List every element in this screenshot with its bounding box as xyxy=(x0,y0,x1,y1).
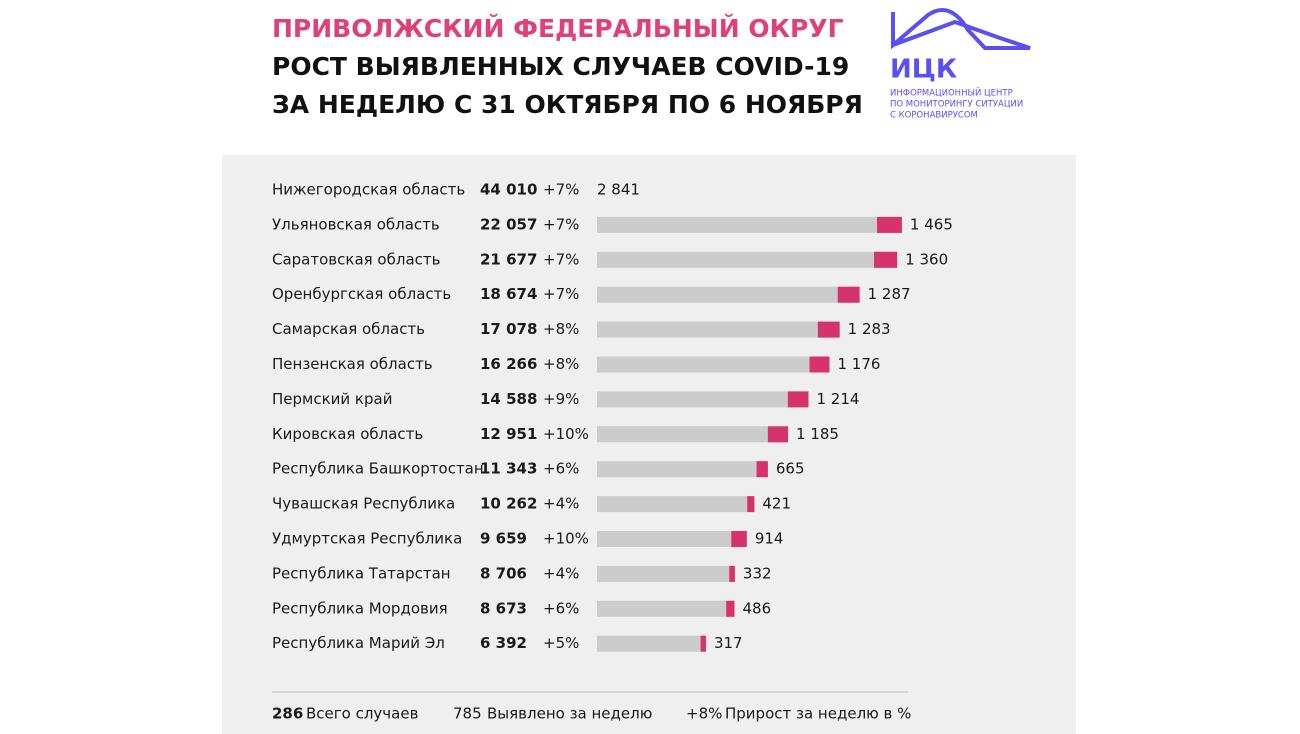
weekly-label: 2 841 xyxy=(597,181,640,199)
total-label: 16 266 xyxy=(480,355,537,373)
percent-label: +10% xyxy=(543,530,589,548)
weekly-bar xyxy=(731,531,747,547)
weekly-bar xyxy=(700,635,706,652)
chart-subtitle: ЗА НЕДЕЛЮ С 31 ОКТЯБРЯ ПО 6 НОЯБРЯ xyxy=(272,90,863,119)
weekly-label: 665 xyxy=(776,460,805,478)
percent-label: +9% xyxy=(543,390,579,408)
total-bar xyxy=(597,321,840,338)
logo-mark xyxy=(891,8,1031,50)
total-bar xyxy=(597,286,860,303)
category-label: Ульяновская область xyxy=(272,215,440,233)
total-label: 14 588 xyxy=(480,390,537,408)
weekly-label: 486 xyxy=(742,599,771,617)
total-bar xyxy=(597,391,809,408)
weekly-bar xyxy=(877,216,902,233)
weekly-label: 1 214 xyxy=(816,390,859,408)
weekly-bar xyxy=(787,391,809,408)
chart-subtitle: РОСТ ВЫЯВЛЕННЫХ СЛУЧАЕВ COVID-19 xyxy=(272,52,849,81)
total-label: 6 392 xyxy=(480,634,527,652)
weekly-label: 1 283 xyxy=(848,320,891,338)
weekly-label: 1 185 xyxy=(796,425,839,443)
percent-label: +8% xyxy=(543,355,579,373)
category-label: Республика Татарстан xyxy=(272,564,451,582)
category-label: Нижегородская область xyxy=(272,181,465,199)
legend-label: Прирост за неделю в % xyxy=(725,705,911,723)
weekly-label: 332 xyxy=(743,564,772,582)
category-label: Республика Башкортостан xyxy=(272,460,484,478)
weekly-bar xyxy=(767,426,789,443)
percent-label: +6% xyxy=(543,460,579,478)
weekly-label: 1 287 xyxy=(868,285,911,303)
logo-caption: ИНФОРМАЦИОННЫЙ ЦЕНТР xyxy=(890,87,1013,99)
weekly-bar xyxy=(809,356,830,373)
total-bar xyxy=(597,426,789,443)
total-label: 18 674 xyxy=(480,285,537,303)
category-label: Республика Мордовия xyxy=(272,599,448,617)
percent-label: +7% xyxy=(543,285,579,303)
weekly-label: 914 xyxy=(755,530,784,548)
total-bar xyxy=(597,635,706,652)
logo: ИЦК ИНФОРМАЦИОННЫЙ ЦЕНТР ПО МОНИТОРИНГУ … xyxy=(890,8,1031,121)
percent-label: +7% xyxy=(543,215,579,233)
total-bar xyxy=(597,531,747,547)
percent-label: +7% xyxy=(543,250,579,268)
weekly-label: 317 xyxy=(714,634,743,652)
total-label: 44 010 xyxy=(480,181,537,199)
category-label: Оренбургская область xyxy=(272,285,451,303)
total-label: 11 343 xyxy=(480,460,537,478)
logo-caption: ПО МОНИТОРИНГУ СИТУАЦИИ xyxy=(890,100,1023,110)
weekly-label: 1 176 xyxy=(837,355,880,373)
weekly-label: 421 xyxy=(762,495,791,513)
percent-label: +7% xyxy=(543,181,579,199)
total-label: 9 659 xyxy=(480,530,527,548)
category-label: Чувашская Республика xyxy=(272,495,455,513)
total-bar xyxy=(597,251,898,268)
total-bar xyxy=(597,461,768,478)
legend-sample: 785 xyxy=(453,705,482,723)
category-label: Саратовская область xyxy=(272,250,440,268)
weekly-bar xyxy=(817,321,840,338)
logo-name: ИЦК xyxy=(890,55,957,85)
percent-label: +6% xyxy=(543,599,579,617)
weekly-bar xyxy=(747,496,755,513)
total-bar xyxy=(597,565,735,582)
weekly-bar xyxy=(756,461,768,478)
weekly-label: 1 360 xyxy=(905,250,948,268)
total-label: 17 078 xyxy=(480,320,537,338)
percent-label: +8% xyxy=(543,320,579,338)
total-label: 8 673 xyxy=(480,599,527,617)
percent-label: +4% xyxy=(543,495,579,513)
percent-label: +10% xyxy=(543,425,589,443)
weekly-label: 1 465 xyxy=(910,215,953,233)
percent-label: +5% xyxy=(543,634,579,652)
category-label: Самарская область xyxy=(272,320,425,338)
total-bar xyxy=(597,496,755,513)
total-bar xyxy=(597,356,830,373)
total-label: 8 706 xyxy=(480,564,527,582)
weekly-bar xyxy=(874,251,898,268)
total-label: 21 677 xyxy=(480,250,537,268)
category-label: Пензенская область xyxy=(272,355,433,373)
weekly-bar xyxy=(837,286,860,303)
category-label: Удмуртская Республика xyxy=(272,530,462,548)
total-bar xyxy=(597,216,902,233)
legend-sample: +8% xyxy=(686,705,722,723)
legend-label: Выявлено за неделю xyxy=(487,705,652,723)
total-bar xyxy=(597,600,735,617)
category-label: Кировская область xyxy=(272,425,423,443)
legend-sample: 286 xyxy=(272,705,303,723)
total-label: 12 951 xyxy=(480,425,537,443)
weekly-bar xyxy=(726,600,735,617)
category-label: Республика Марий Эл xyxy=(272,634,445,652)
weekly-bar xyxy=(729,565,735,582)
chart-title: ПРИВОЛЖСКИЙ ФЕДЕРАЛЬНЫЙ ОКРУГ xyxy=(272,14,844,43)
logo-caption: С КОРОНАВИРУСОМ xyxy=(890,111,978,121)
category-label: Пермский край xyxy=(272,390,392,408)
legend-label: Всего случаев xyxy=(306,705,418,723)
percent-label: +4% xyxy=(543,564,579,582)
total-label: 10 262 xyxy=(480,495,537,513)
total-label: 22 057 xyxy=(480,215,537,233)
